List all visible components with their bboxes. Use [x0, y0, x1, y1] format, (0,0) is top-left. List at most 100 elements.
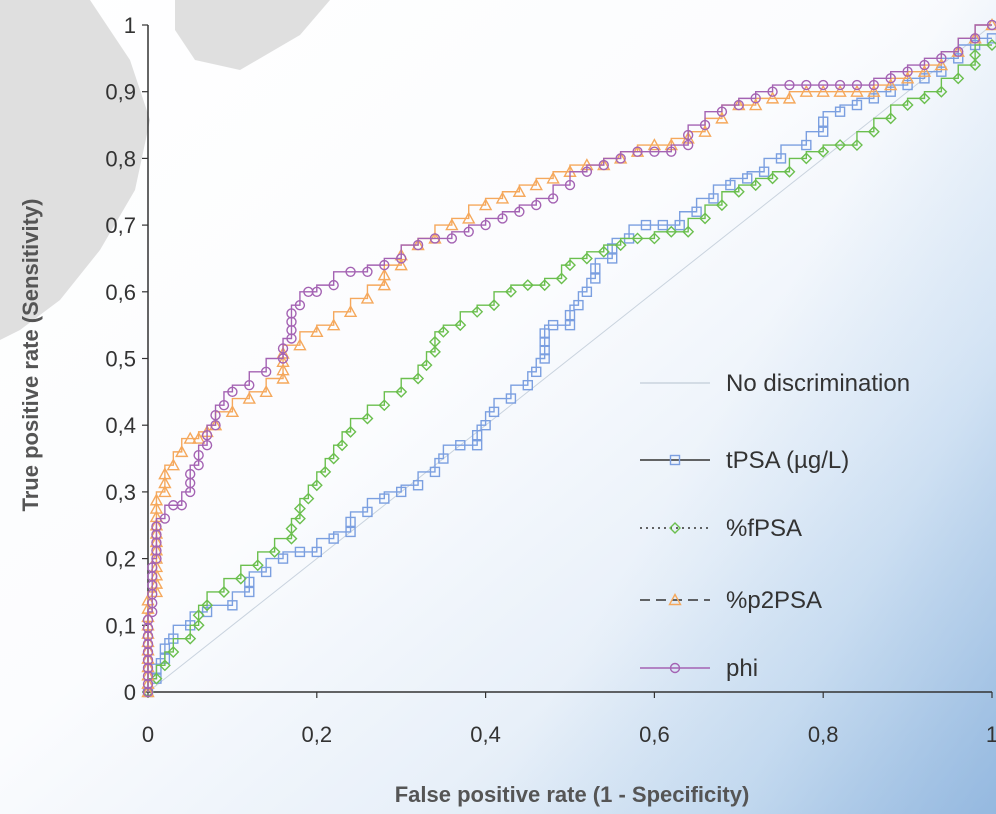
x-tick-label: 0,6	[639, 722, 670, 747]
data-point	[344, 425, 357, 438]
series-2	[142, 39, 996, 698]
legend-label: phi	[726, 655, 758, 682]
data-point	[801, 139, 812, 151]
data-point	[884, 78, 898, 91]
data-point	[361, 412, 374, 425]
data-point	[412, 239, 424, 251]
data-point	[615, 153, 626, 164]
data-point	[936, 53, 947, 64]
data-point	[328, 533, 339, 544]
data-point	[428, 335, 441, 348]
data-point	[167, 645, 180, 658]
data-point	[446, 233, 458, 244]
data-point	[885, 86, 896, 97]
x-axis-title: False positive rate (1 - Specificity)	[395, 782, 750, 807]
data-point	[310, 479, 323, 492]
data-point	[936, 66, 947, 77]
data-point	[429, 466, 441, 478]
data-point	[758, 166, 770, 177]
data-point	[294, 546, 306, 558]
data-point	[277, 353, 289, 364]
data-point	[801, 79, 812, 91]
data-point	[201, 440, 213, 451]
data-point	[201, 606, 213, 618]
data-point	[192, 609, 205, 622]
data-point	[521, 279, 534, 292]
data-point	[682, 139, 694, 151]
data-point	[514, 206, 525, 217]
data-point	[564, 179, 576, 191]
data-point	[302, 492, 315, 505]
data-point	[919, 59, 930, 71]
data-point	[691, 206, 702, 217]
data-point	[478, 198, 493, 211]
data-point	[900, 71, 915, 84]
y-tick-label: 0,6	[105, 280, 136, 305]
data-point	[471, 305, 484, 318]
data-point	[742, 173, 753, 184]
data-point	[715, 199, 728, 212]
data-point	[377, 268, 392, 281]
data-point	[268, 545, 281, 558]
data-point	[952, 72, 965, 85]
data-point	[286, 308, 297, 319]
data-point	[657, 219, 669, 231]
data-point	[412, 372, 425, 385]
legend-swatch-marker	[669, 454, 681, 466]
data-point	[225, 404, 240, 418]
data-point	[715, 111, 729, 124]
data-point	[142, 662, 154, 674]
series-line	[147, 24, 992, 692]
data-point	[649, 146, 660, 157]
data-point	[151, 553, 162, 564]
data-point	[471, 430, 483, 441]
data-point	[260, 366, 272, 378]
x-tick-label: 0	[142, 722, 154, 747]
data-point	[522, 379, 533, 391]
data-point	[766, 172, 779, 185]
data-point	[868, 93, 880, 104]
data-point	[953, 46, 964, 57]
x-tick-label: 1	[986, 722, 996, 747]
data-point	[708, 193, 719, 204]
legend: No discrimination tPSA (µg/L) %fPSA %p2PSA p…	[640, 370, 910, 682]
data-point	[311, 546, 322, 558]
data-point	[242, 391, 256, 404]
data-point	[210, 420, 221, 431]
data-point	[151, 521, 162, 532]
data-point	[293, 502, 306, 515]
data-point	[885, 73, 896, 84]
data-point	[902, 66, 913, 77]
y-tick-label: 0,9	[105, 80, 136, 105]
data-point	[149, 493, 164, 506]
data-point	[463, 226, 474, 237]
data-point	[640, 219, 652, 231]
data-point	[158, 484, 172, 498]
data-point	[851, 99, 863, 111]
data-point	[529, 178, 543, 191]
data-point	[868, 79, 880, 91]
data-point	[851, 79, 863, 91]
data-point	[607, 253, 618, 264]
data-point	[176, 500, 187, 511]
data-point	[277, 553, 289, 564]
data-point	[192, 619, 205, 632]
data-point	[614, 239, 627, 252]
data-point	[480, 420, 491, 431]
data-point	[969, 49, 982, 62]
x-tick-label: 0,8	[808, 722, 839, 747]
data-point	[682, 225, 695, 238]
data-point	[310, 324, 324, 338]
data-point	[251, 559, 264, 572]
x-tick-label: 0,4	[470, 722, 501, 747]
data-point	[142, 646, 154, 658]
data-point	[326, 318, 341, 331]
data-point	[816, 84, 830, 97]
data-point	[564, 259, 576, 272]
data-point	[573, 299, 584, 311]
data-point	[149, 568, 164, 581]
data-point	[345, 526, 356, 538]
data-point	[969, 59, 982, 72]
data-point	[378, 399, 391, 412]
data-point	[276, 363, 290, 376]
